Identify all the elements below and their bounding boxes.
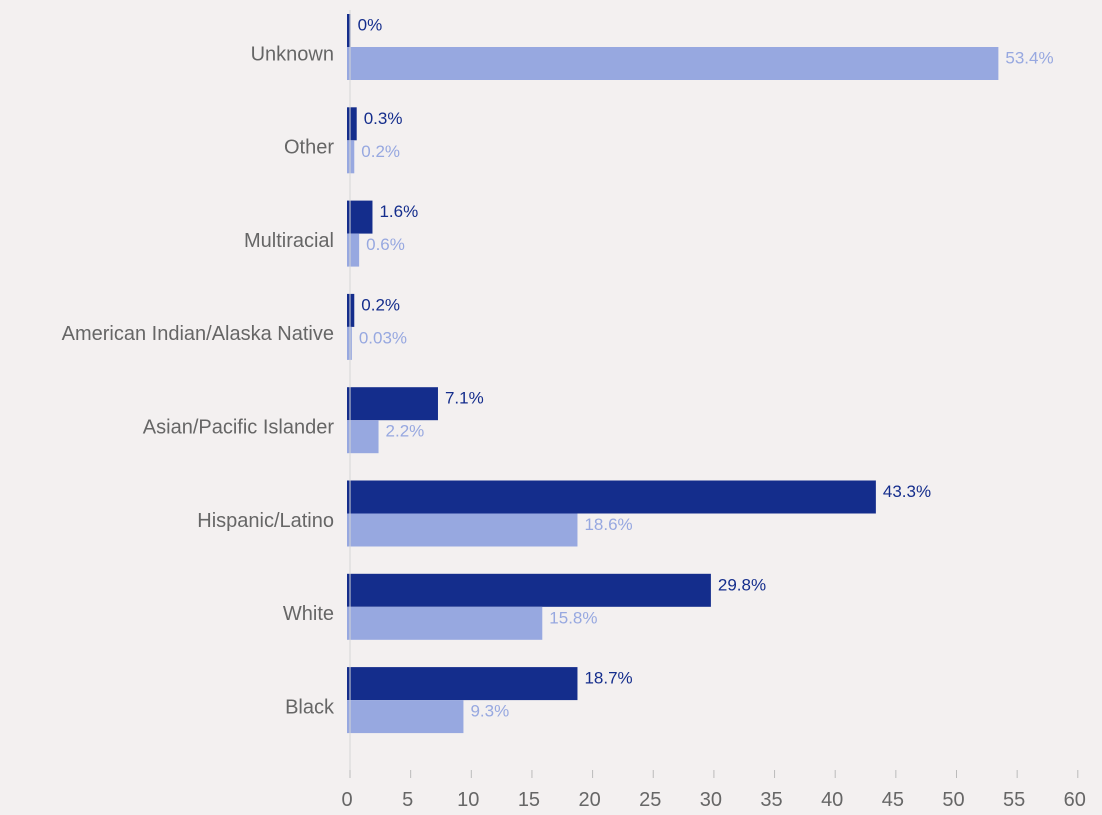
category-label: Hispanic/Latino [197, 510, 334, 532]
bar [347, 14, 351, 47]
bar [347, 480, 876, 514]
data-label: 29.8% [718, 575, 766, 594]
bar [347, 47, 999, 80]
x-tick-label: 45 [882, 789, 904, 811]
x-tick-label: 25 [639, 789, 661, 811]
data-label: 43.3% [883, 482, 931, 501]
data-label: 18.6% [584, 515, 632, 534]
x-tick-label: 10 [457, 789, 479, 811]
data-label: 0.6% [366, 235, 405, 254]
bar [347, 293, 355, 327]
x-tick-label: 20 [578, 789, 600, 811]
data-labels: 0% 53.4% 0.3% 0.2% 1.6% 0.6% 0.2% 0.03% 7.1% 2.2%… [358, 15, 1054, 720]
data-label: 0.3% [364, 109, 403, 128]
bar [347, 700, 464, 734]
bar [347, 513, 578, 547]
category-labels: Unknown Other Multiracial American Indian/A… [62, 43, 335, 718]
bar [347, 420, 379, 454]
category-label: American Indian/Alaska Native [62, 323, 334, 345]
x-tick-label: 5 [402, 789, 413, 811]
category-label: Unknown [251, 43, 334, 65]
data-label: 9.3% [470, 702, 509, 721]
x-tick-label: 35 [760, 789, 782, 811]
data-label: 1.6% [379, 202, 418, 221]
x-tick-label: 15 [518, 789, 540, 811]
x-tick-label: 40 [821, 789, 843, 811]
data-label: 0.2% [361, 142, 400, 161]
data-label: 7.1% [445, 389, 484, 408]
data-label: 0.2% [361, 295, 400, 314]
bar [347, 667, 578, 701]
category-label: Black [285, 696, 335, 718]
x-tick-label: 55 [1003, 789, 1025, 811]
bars-group [347, 14, 999, 734]
bar [347, 140, 355, 174]
bar [347, 200, 373, 234]
data-label: 15.8% [549, 608, 597, 627]
category-label: Other [284, 137, 334, 159]
category-label: White [283, 603, 334, 625]
bar [347, 387, 438, 421]
bar [347, 606, 543, 640]
category-label: Asian/Pacific Islander [143, 416, 335, 438]
data-label: 2.2% [386, 422, 425, 441]
bar [347, 233, 360, 267]
data-label: 53.4% [1005, 48, 1053, 67]
category-label: Multiracial [244, 230, 334, 252]
x-axis: 0 5 10 15 20 25 30 35 40 45 50 55 60 [341, 10, 1086, 811]
data-label: 0% [358, 15, 383, 34]
x-tick-label: 0 [341, 789, 352, 811]
x-tick-label: 30 [700, 789, 722, 811]
bar [347, 107, 357, 141]
x-tick-label: 60 [1064, 789, 1086, 811]
x-tick-label: 50 [942, 789, 964, 811]
bar [347, 326, 352, 360]
data-label: 18.7% [584, 669, 632, 688]
bar [347, 573, 711, 607]
data-label: 0.03% [359, 328, 407, 347]
